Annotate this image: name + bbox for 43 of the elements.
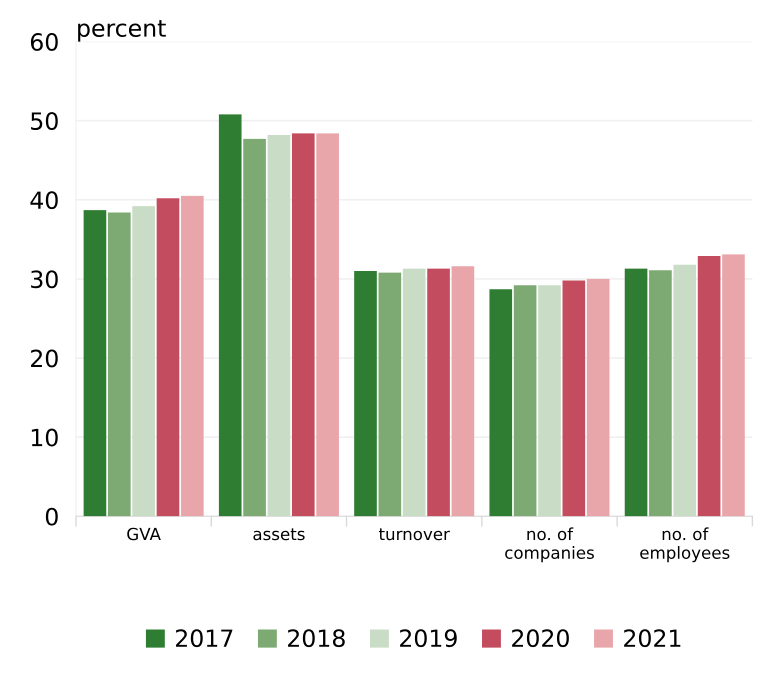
legend-label: 2017: [176, 629, 232, 648]
bar: [84, 210, 106, 516]
bar: [354, 271, 377, 516]
bar: [292, 133, 315, 516]
y-tick-label: 60: [30, 33, 58, 51]
bar: [156, 198, 180, 516]
bar: [218, 114, 242, 516]
bar: [562, 280, 586, 516]
x-tick-label: turnover: [378, 528, 450, 540]
y-tick-label: 30: [31, 270, 58, 288]
legend-label: 2018: [288, 629, 345, 648]
bar: [538, 285, 561, 516]
x-tick-label: no. of companies: [505, 527, 594, 562]
legend-label: 2019: [400, 629, 457, 648]
bar: [722, 254, 745, 516]
bar: [268, 134, 290, 516]
x-tick-label: no. of employees: [640, 527, 730, 562]
legend-label: 2020: [512, 629, 569, 648]
x-tick-label: GVA: [127, 528, 161, 540]
y-tick-label: 50: [31, 112, 58, 130]
y-tick-label: 40: [30, 191, 58, 210]
bar: [378, 272, 402, 516]
y-axis-title: percent: [78, 20, 166, 42]
bar: [698, 256, 720, 516]
bar: [514, 285, 536, 516]
bar: [181, 196, 204, 516]
bar: [243, 138, 266, 516]
bar: [316, 133, 339, 516]
legend-label: 2021: [624, 629, 680, 648]
bar: [586, 278, 610, 516]
bar: [402, 268, 426, 516]
y-tick-label: 10: [32, 428, 58, 446]
bar: [649, 270, 672, 516]
bar: [452, 266, 474, 516]
bar: [624, 268, 648, 516]
y-tick-label: 20: [31, 349, 58, 368]
bar: [427, 268, 450, 516]
bar: [132, 206, 155, 516]
bar: [108, 212, 131, 516]
bar: [489, 289, 512, 516]
x-tick-label: assets: [253, 528, 305, 540]
bar: [673, 264, 696, 516]
y-tick-label: 0: [46, 508, 58, 526]
